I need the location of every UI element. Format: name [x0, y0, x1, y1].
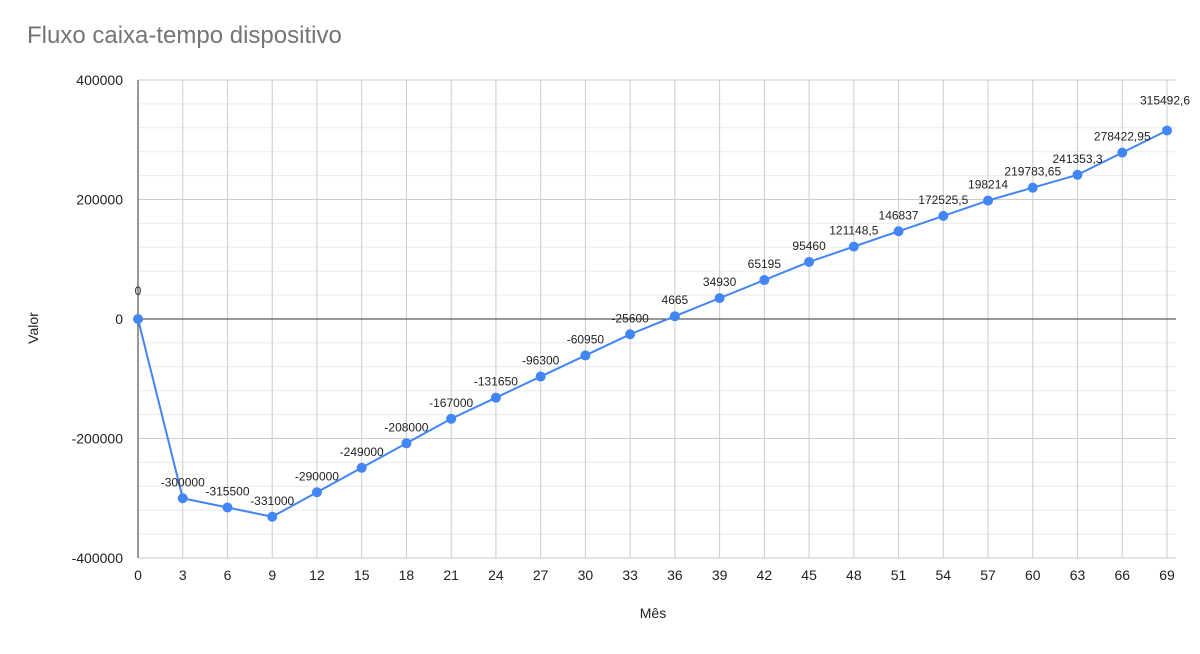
x-tick-label: 6	[224, 567, 232, 583]
data-label: -208000	[384, 420, 428, 434]
x-tick-label: 27	[533, 567, 549, 583]
x-tick-label: 48	[846, 567, 862, 583]
x-tick-label: 60	[1025, 567, 1041, 583]
data-point	[625, 329, 636, 340]
data-point	[177, 493, 188, 504]
data-point	[311, 487, 322, 498]
data-label: 219783,65	[1004, 165, 1061, 179]
data-label: 241353,3	[1052, 152, 1102, 166]
data-label: -167000	[429, 396, 473, 410]
x-tick-label: 24	[488, 567, 504, 583]
x-tick-label: 51	[891, 567, 907, 583]
chart-title: Fluxo caixa-tempo dispositivo	[27, 22, 342, 49]
data-label: -60950	[567, 332, 605, 346]
data-point	[1162, 125, 1172, 136]
x-tick-label: 21	[443, 567, 459, 583]
data-label: 315492,6	[1140, 93, 1190, 107]
y-tick-label: -200000	[72, 431, 124, 447]
data-label: -300000	[161, 475, 205, 489]
x-tick-label: 57	[980, 567, 996, 583]
data-label: -331000	[250, 494, 294, 508]
x-tick-label: 30	[578, 567, 594, 583]
x-tick-label: 33	[622, 567, 638, 583]
data-label: -315500	[205, 485, 249, 499]
x-tick-label: 42	[757, 567, 773, 583]
y-tick-label: 0	[115, 311, 123, 327]
data-point	[848, 241, 859, 252]
data-points	[133, 125, 1172, 522]
data-point	[446, 413, 457, 424]
data-point	[669, 311, 680, 322]
x-axis-label: Mês	[640, 605, 666, 621]
data-point	[983, 195, 994, 206]
data-point	[401, 438, 412, 449]
x-tick-label: 63	[1070, 567, 1086, 583]
data-point	[759, 275, 770, 286]
data-label: 95460	[792, 239, 826, 253]
minor-gridlines	[138, 103, 1176, 535]
data-labels: 0 -300000-315500-331000-290000-249000-208…	[135, 93, 1191, 507]
x-tick-label: 3	[179, 567, 187, 583]
data-point	[804, 256, 815, 267]
data-label: 172525,5	[918, 193, 968, 207]
data-label: 198214	[968, 178, 1008, 192]
x-tick-label: 18	[399, 567, 415, 583]
data-label: -25600	[611, 311, 649, 325]
data-point	[267, 511, 278, 522]
data-label: 4665	[662, 293, 689, 307]
data-point	[1117, 147, 1128, 158]
data-point	[1027, 182, 1038, 193]
x-tick-label: 45	[801, 567, 817, 583]
x-tick-label: 0	[134, 567, 142, 583]
series-line-group	[137, 129, 1168, 518]
series-line	[137, 129, 1168, 518]
x-tick-label: 15	[354, 567, 370, 583]
data-label: 146837	[879, 208, 919, 222]
data-label: -131650	[474, 375, 518, 389]
x-tick-label: 39	[712, 567, 728, 583]
data-label: -249000	[340, 445, 384, 459]
x-tick-label: 12	[309, 567, 325, 583]
x-tick-labels: 0 3 6 9 12 15 18 21 24 27 30 33 36 39 42 45 48 51 54 57 60 63…	[134, 567, 1175, 583]
y-tick-label: 200000	[76, 192, 123, 208]
data-point	[490, 392, 501, 403]
x-tick-label: 36	[667, 567, 683, 583]
data-label: -290000	[295, 469, 339, 483]
data-point	[356, 462, 367, 473]
data-point	[580, 350, 591, 361]
data-label: 65195	[748, 257, 782, 271]
data-point	[1072, 169, 1083, 180]
y-tick-label: 400000	[76, 72, 123, 88]
data-label: 278422,95	[1094, 130, 1151, 144]
y-axis-label: Valor	[25, 312, 41, 344]
y-tick-label: -400000	[72, 550, 124, 566]
data-label: 34930	[703, 275, 737, 289]
data-point	[893, 226, 904, 237]
x-tick-label: 54	[936, 567, 952, 583]
x-tick-label: 9	[268, 567, 276, 583]
data-label: -96300	[522, 354, 560, 368]
x-tick-label: 69	[1159, 567, 1175, 583]
data-point	[222, 502, 233, 513]
data-label: 121148,5	[829, 224, 878, 238]
data-point	[535, 371, 546, 382]
x-tick-label: 66	[1114, 567, 1130, 583]
data-point	[133, 314, 143, 324]
data-point	[938, 210, 949, 221]
data-point	[714, 293, 725, 304]
data-label: 0	[135, 284, 142, 298]
y-tick-labels: 400000 200000 0 -200000 -400000	[72, 72, 124, 566]
